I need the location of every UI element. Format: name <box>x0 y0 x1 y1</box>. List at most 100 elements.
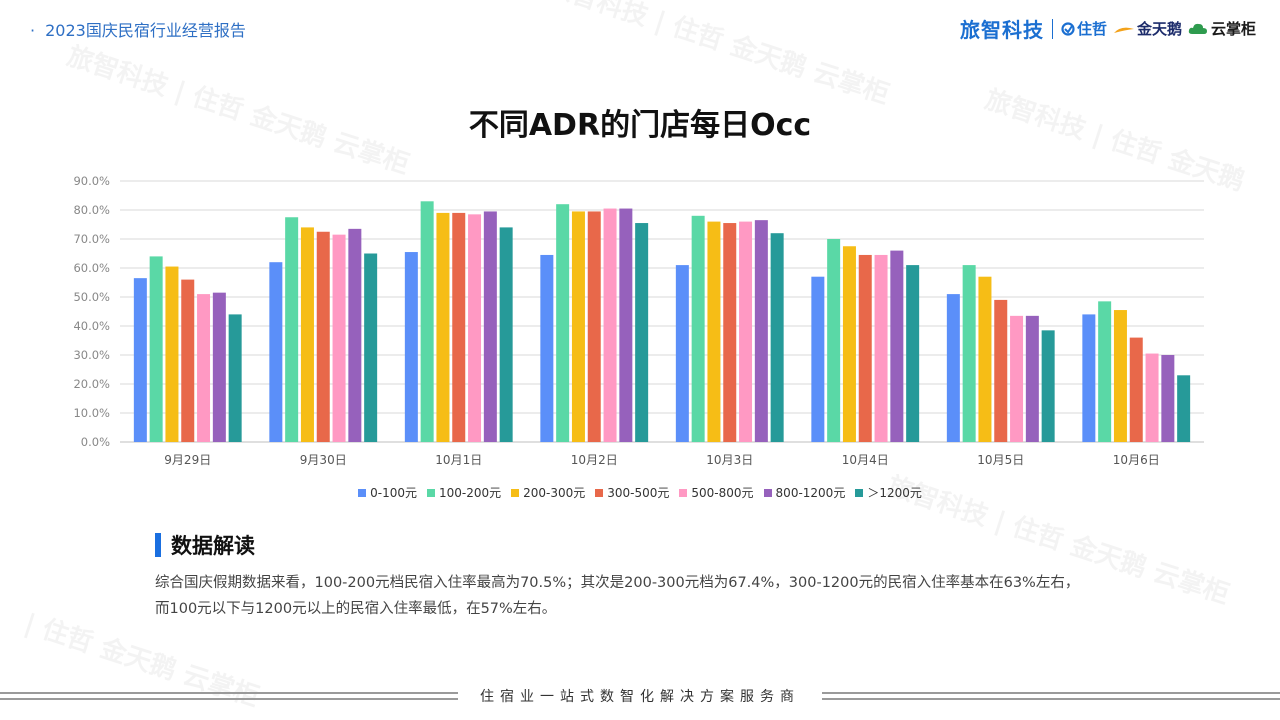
bar <box>1161 355 1175 442</box>
bar <box>468 214 482 442</box>
bar <box>962 265 976 442</box>
legend-label: 0-100元 <box>370 486 417 500</box>
y-tick-label: 50.0% <box>73 290 110 304</box>
legend-swatch <box>511 488 520 497</box>
chart-legend: 0-100元 100-200元 200-300元 300-500元 500-800元 80… <box>0 484 1280 501</box>
bar <box>858 254 872 442</box>
bar <box>906 265 920 442</box>
bar <box>675 265 689 442</box>
bar <box>707 221 721 442</box>
bar <box>212 292 226 442</box>
bar <box>739 221 753 442</box>
bar <box>571 211 585 442</box>
bar <box>1082 314 1096 442</box>
bar <box>300 227 314 442</box>
bar <box>181 279 195 442</box>
y-tick-label: 60.0% <box>73 261 110 275</box>
x-tick-label: 10月4日 <box>842 453 889 467</box>
x-tick-label: 10月3日 <box>706 453 753 467</box>
lvzhi-logo: 旅智科技 <box>959 18 1044 42</box>
bar <box>165 266 179 442</box>
x-tick-label: 9月29日 <box>164 453 211 467</box>
bar <box>133 278 147 442</box>
bar <box>842 246 856 442</box>
legend-label: 200-300元 <box>523 486 586 500</box>
footer-line-left <box>0 692 458 700</box>
cloud-icon <box>1188 23 1207 34</box>
jintiane-logo: 金天鹅 <box>1113 18 1182 39</box>
bar <box>811 276 825 442</box>
bar <box>691 215 705 442</box>
y-tick-label: 0.0% <box>81 435 110 449</box>
bar <box>874 254 888 442</box>
analysis-line-1: 综合国庆假期数据来看，100-200元档民宿入住率最高为70.5%；其次是200… <box>155 575 1080 591</box>
x-tick-label: 10月1日 <box>435 453 482 467</box>
legend-label: ＞1200元 <box>867 486 922 500</box>
bar <box>483 211 497 442</box>
bar <box>556 204 570 442</box>
bar <box>499 227 513 442</box>
x-tick-label: 10月2日 <box>571 453 618 467</box>
bar <box>436 212 450 442</box>
bar <box>540 254 554 442</box>
bar <box>1010 315 1024 442</box>
analysis-text: 综合国庆假期数据来看，100-200元档民宿入住率最高为70.5%；其次是200… <box>155 570 1155 622</box>
bar <box>619 208 633 442</box>
bar <box>1041 330 1055 442</box>
legend-swatch <box>595 488 604 497</box>
zhuzhe-logo: 住哲 <box>1061 18 1107 39</box>
swan-icon <box>1113 27 1134 33</box>
legend-swatch <box>358 488 367 497</box>
bar <box>332 234 346 442</box>
bar <box>269 262 283 442</box>
jintiane-logo-text: 金天鹅 <box>1136 20 1182 38</box>
bar <box>1025 315 1039 442</box>
analysis-heading-text: 数据解读 <box>171 534 255 558</box>
bullet-dot: · <box>30 21 36 40</box>
x-tick-label: 10月6日 <box>1113 453 1160 467</box>
bar <box>1129 337 1143 442</box>
y-tick-label: 40.0% <box>73 319 110 333</box>
bar <box>1113 310 1127 442</box>
bar <box>754 220 768 442</box>
y-tick-label: 10.0% <box>73 406 110 420</box>
y-tick-label: 70.0% <box>73 232 110 246</box>
bar <box>228 314 242 442</box>
legend-item: 200-300元 <box>511 484 585 501</box>
bar <box>285 217 299 442</box>
legend-swatch <box>426 488 435 497</box>
x-tick-label: 10月5日 <box>977 453 1024 467</box>
bar <box>827 239 841 442</box>
legend-label: 800-1200元 <box>775 486 846 500</box>
bar <box>404 252 418 442</box>
legend-item: ＞1200元 <box>855 484 922 501</box>
bar <box>587 211 601 442</box>
x-tick-label: 9月30日 <box>300 453 347 467</box>
legend-label: 100-200元 <box>438 486 502 500</box>
legend-label: 300-500元 <box>607 486 670 500</box>
bar <box>364 253 378 442</box>
legend-item: 800-1200元 <box>763 484 846 501</box>
bar <box>603 208 617 442</box>
bar <box>316 231 330 442</box>
bar <box>890 250 904 442</box>
zhuzhe-logo-text: 住哲 <box>1076 20 1107 38</box>
analysis-heading: 数据解读 <box>155 530 255 560</box>
bar <box>348 228 362 442</box>
zhuzhe-logo-icon <box>1061 21 1075 36</box>
footer-slogan: 住宿业一站式数智化解决方案服务商 <box>480 689 800 705</box>
legend-swatch <box>855 488 864 497</box>
legend-item: 0-100元 <box>358 484 417 501</box>
bar <box>723 223 737 442</box>
partner-logos: 旅智科技 住哲 金天鹅 云掌柜 <box>960 14 1256 43</box>
report-title: · 2023国庆民宿行业经营报告 <box>30 17 246 41</box>
report-title-text: 2023国庆民宿行业经营报告 <box>45 21 246 40</box>
chart-title: 不同ADR的门店每日Occ <box>468 108 812 143</box>
logo-divider <box>1051 18 1053 39</box>
bar <box>1145 353 1159 442</box>
footer: 住宿业一站式数智化解决方案服务商 <box>0 684 1280 708</box>
bar <box>197 294 211 442</box>
legend-label: 500-800元 <box>691 486 754 500</box>
analysis-line-2: 而100元以下与1200元以上的民宿入住率最低，在57%左右。 <box>155 601 557 617</box>
